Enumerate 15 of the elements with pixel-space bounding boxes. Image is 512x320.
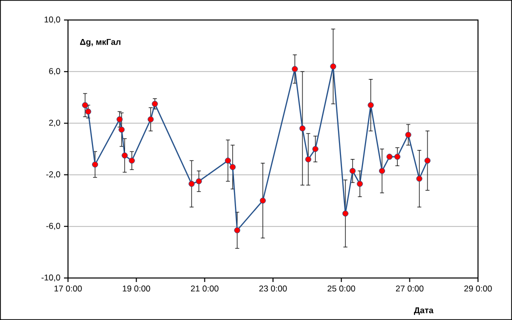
x-tick-label: 21 0:00 (190, 286, 218, 292)
x-tick-label: 27 0:00 (396, 286, 424, 292)
y-axis-title: Δg, мкГал (80, 38, 120, 47)
x-axis-title: Дата (414, 307, 434, 315)
x-tick-label: 17 0:00 (54, 286, 82, 292)
x-tick-label: 23 0:00 (259, 286, 287, 292)
y-tick-label: 10,0 (44, 16, 60, 24)
y-tick-label: -6,0 (46, 222, 60, 230)
x-tick-label: 19 0:00 (122, 286, 150, 292)
y-tick-label: 6,0 (49, 68, 60, 76)
x-tick-label: 29 0:00 (464, 286, 492, 292)
y-tick-label: -10,0 (42, 274, 60, 282)
y-tick-label: -2,0 (46, 171, 60, 178)
y-tick-label: 2,0 (49, 120, 60, 127)
x-tick-label: 25 0:00 (328, 286, 356, 292)
